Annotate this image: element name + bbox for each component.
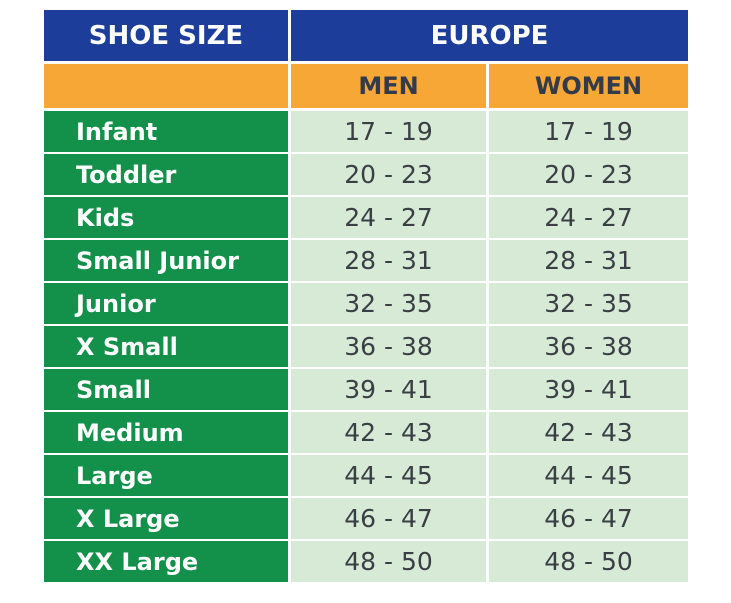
women-size-value: 32 - 35: [489, 283, 688, 326]
table-row: Large 44 - 45 44 - 45: [44, 455, 688, 498]
men-size-value: 39 - 41: [291, 369, 489, 412]
table-row: X Small 36 - 38 36 - 38: [44, 326, 688, 369]
size-label: Infant: [44, 111, 291, 154]
table-row: Kids 24 - 27 24 - 27: [44, 197, 688, 240]
women-size-value: 36 - 38: [489, 326, 688, 369]
shoe-size-table: SHOE SIZE EUROPE MEN WOMEN Infant 17 - 1…: [44, 10, 688, 582]
size-label: X Small: [44, 326, 291, 369]
women-size-value: 28 - 31: [489, 240, 688, 283]
size-label: Small: [44, 369, 291, 412]
men-size-value: 36 - 38: [291, 326, 489, 369]
shoe-size-header: SHOE SIZE: [44, 10, 291, 64]
table-row: Small 39 - 41 39 - 41: [44, 369, 688, 412]
europe-header: EUROPE: [291, 10, 688, 64]
header-row-title: SHOE SIZE EUROPE: [44, 10, 688, 64]
women-size-value: 20 - 23: [489, 154, 688, 197]
blank-header-cell: [44, 64, 291, 111]
men-size-value: 48 - 50: [291, 541, 489, 582]
size-label: Large: [44, 455, 291, 498]
table-row: Toddler 20 - 23 20 - 23: [44, 154, 688, 197]
men-size-value: 46 - 47: [291, 498, 489, 541]
men-size-value: 24 - 27: [291, 197, 489, 240]
header-row-gender: MEN WOMEN: [44, 64, 688, 111]
men-size-value: 20 - 23: [291, 154, 489, 197]
table-row: Small Junior 28 - 31 28 - 31: [44, 240, 688, 283]
size-label: X Large: [44, 498, 291, 541]
size-label: Small Junior: [44, 240, 291, 283]
table-row: X Large 46 - 47 46 - 47: [44, 498, 688, 541]
size-label: XX Large: [44, 541, 291, 582]
men-header: MEN: [291, 64, 489, 111]
men-size-value: 32 - 35: [291, 283, 489, 326]
women-size-value: 44 - 45: [489, 455, 688, 498]
women-size-value: 42 - 43: [489, 412, 688, 455]
women-size-value: 48 - 50: [489, 541, 688, 582]
men-size-value: 17 - 19: [291, 111, 489, 154]
men-size-value: 42 - 43: [291, 412, 489, 455]
men-size-value: 44 - 45: [291, 455, 489, 498]
table-row: XX Large 48 - 50 48 - 50: [44, 541, 688, 582]
women-size-value: 17 - 19: [489, 111, 688, 154]
table-row: Infant 17 - 19 17 - 19: [44, 111, 688, 154]
table-row: Medium 42 - 43 42 - 43: [44, 412, 688, 455]
women-size-value: 46 - 47: [489, 498, 688, 541]
table-row: Junior 32 - 35 32 - 35: [44, 283, 688, 326]
size-label: Junior: [44, 283, 291, 326]
women-header: WOMEN: [489, 64, 688, 111]
women-size-value: 39 - 41: [489, 369, 688, 412]
size-label: Medium: [44, 412, 291, 455]
size-label: Kids: [44, 197, 291, 240]
men-size-value: 28 - 31: [291, 240, 489, 283]
size-label: Toddler: [44, 154, 291, 197]
women-size-value: 24 - 27: [489, 197, 688, 240]
